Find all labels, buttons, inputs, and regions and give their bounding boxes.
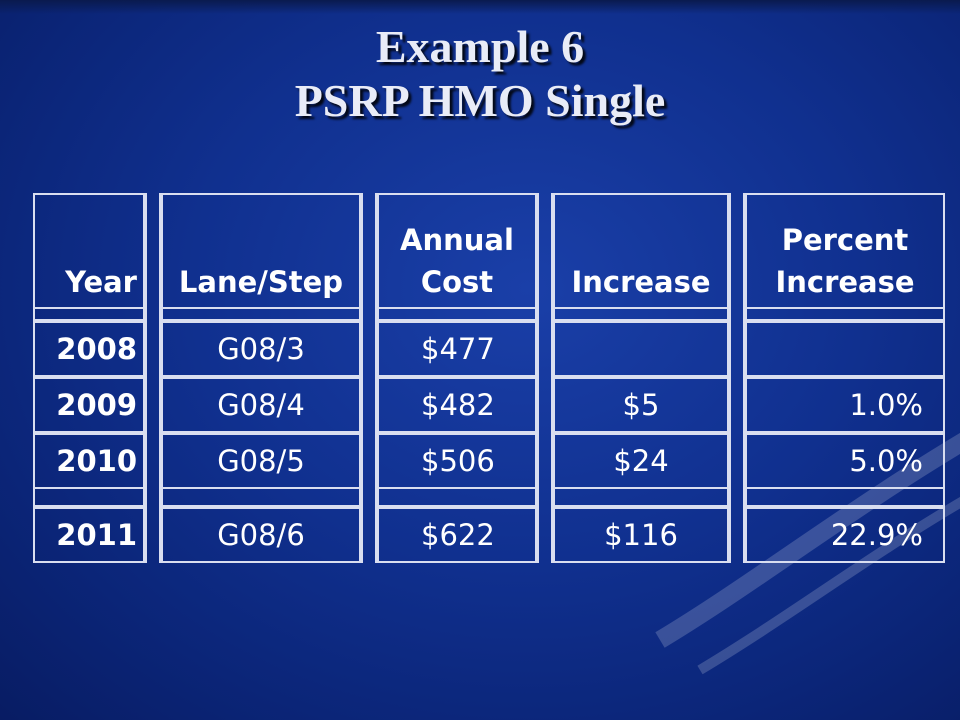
header-increase: Increase — [553, 193, 729, 309]
cell-lane-step: G08/6 — [161, 507, 361, 563]
slide-title: Example 6 PSRP HMO Single — [0, 20, 960, 128]
table-row: 2009 G08/4 $482 $5 1.0% — [33, 377, 945, 433]
cell-annual-cost: $482 — [377, 377, 537, 433]
column-gap — [145, 193, 161, 309]
cell-increase: $24 — [553, 433, 729, 489]
header-annual-cost-line1: Annual — [400, 223, 514, 257]
cell-increase — [553, 321, 729, 377]
decorative-swoosh — [655, 432, 960, 675]
cell-annual-cost: $506 — [377, 433, 537, 489]
cell-increase: $116 — [553, 507, 729, 563]
cell-year: 2009 — [33, 377, 145, 433]
spacer-row — [33, 309, 945, 321]
header-annual-cost: Annual Cost — [377, 193, 537, 309]
header-lane-step: Lane/Step — [161, 193, 361, 309]
cell-increase: $5 — [553, 377, 729, 433]
title-line-2: PSRP HMO Single — [294, 75, 666, 126]
cell-lane-step: G08/4 — [161, 377, 361, 433]
cell-year: 2008 — [33, 321, 145, 377]
cost-table-container: Year Lane/Step Annual Cost Increase Perc… — [33, 193, 945, 571]
cell-lane-step: G08/5 — [161, 433, 361, 489]
cell-year: 2011 — [33, 507, 145, 563]
cell-annual-cost: $622 — [377, 507, 537, 563]
cost-table: Year Lane/Step Annual Cost Increase Perc… — [33, 193, 945, 563]
cell-percent-increase: 5.0% — [745, 433, 945, 489]
cell-lane-step: G08/3 — [161, 321, 361, 377]
column-gap — [361, 193, 377, 309]
table-row: 2010 G08/5 $506 $24 5.0% — [33, 433, 945, 489]
cell-percent-increase: 1.0% — [745, 377, 945, 433]
cell-percent-increase: 22.9% — [745, 507, 945, 563]
cell-percent-increase — [745, 321, 945, 377]
header-annual-cost-line2: Cost — [420, 265, 494, 299]
header-percent-increase-line1: Percent — [781, 223, 909, 257]
spacer-row — [33, 489, 945, 507]
column-gap — [729, 193, 745, 309]
column-gap — [537, 193, 553, 309]
header-row: Year Lane/Step Annual Cost Increase Perc… — [33, 193, 945, 309]
table-row: 2011 G08/6 $622 $116 22.9% — [33, 507, 945, 563]
header-percent-increase: Percent Increase — [745, 193, 945, 309]
top-shadow-bar — [0, 0, 960, 14]
header-percent-increase-line2: Increase — [775, 265, 915, 299]
header-year: Year — [33, 193, 145, 309]
cell-annual-cost: $477 — [377, 321, 537, 377]
title-line-1: Example 6 — [375, 21, 585, 72]
table-row: 2008 G08/3 $477 — [33, 321, 945, 377]
cell-year: 2010 — [33, 433, 145, 489]
